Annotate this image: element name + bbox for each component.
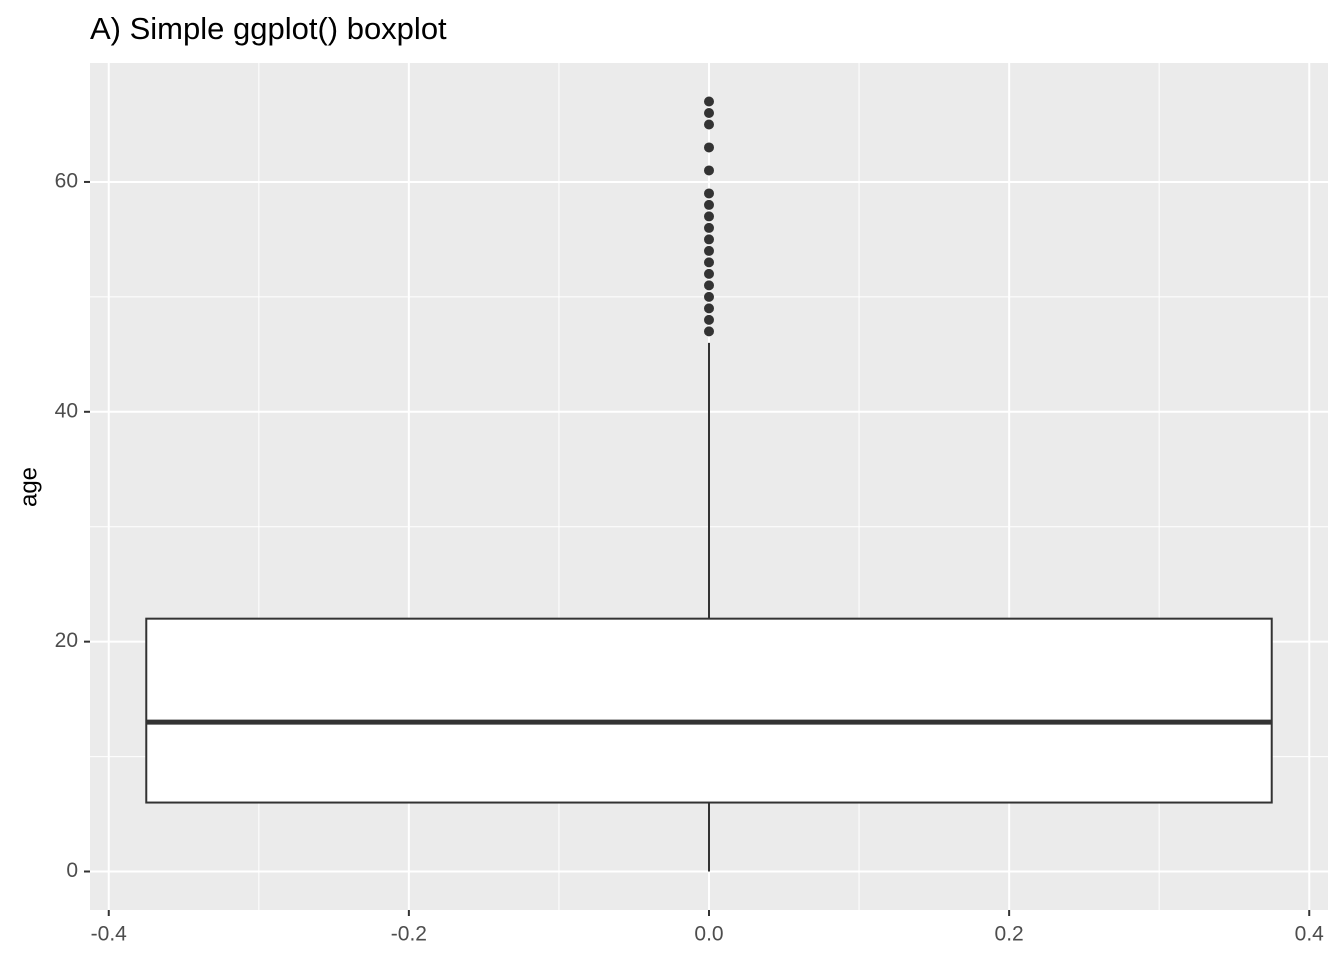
x-tick-label: -0.2 <box>391 923 427 946</box>
outlier <box>704 119 714 130</box>
outlier <box>704 188 714 199</box>
y-tick-label: 40 <box>55 399 78 422</box>
outlier <box>704 211 714 222</box>
outlier <box>704 326 714 337</box>
y-tick-label: 20 <box>55 629 78 652</box>
outlier <box>704 314 714 325</box>
x-tick-label: -0.4 <box>91 923 128 946</box>
outlier <box>704 142 714 153</box>
outlier <box>704 107 714 118</box>
box <box>145 617 1273 804</box>
y-tick-label: 60 <box>55 169 78 192</box>
outlier <box>704 291 714 302</box>
outlier <box>704 96 714 107</box>
x-tick-label: 0.0 <box>694 923 723 946</box>
outlier <box>704 234 714 245</box>
outlier <box>704 280 714 291</box>
outlier <box>704 257 714 268</box>
y-tick-label: 0 <box>66 859 78 882</box>
outlier <box>704 268 714 279</box>
outlier <box>704 303 714 314</box>
outlier <box>704 245 714 256</box>
outlier <box>704 222 714 233</box>
x-tick-label: 0.4 <box>1295 923 1325 946</box>
chart-title: A) Simple ggplot() boxplot <box>90 11 447 46</box>
x-tick-label: 0.2 <box>995 923 1024 946</box>
y-axis-label: age <box>15 467 42 507</box>
outlier <box>704 165 714 176</box>
outlier <box>704 199 714 210</box>
